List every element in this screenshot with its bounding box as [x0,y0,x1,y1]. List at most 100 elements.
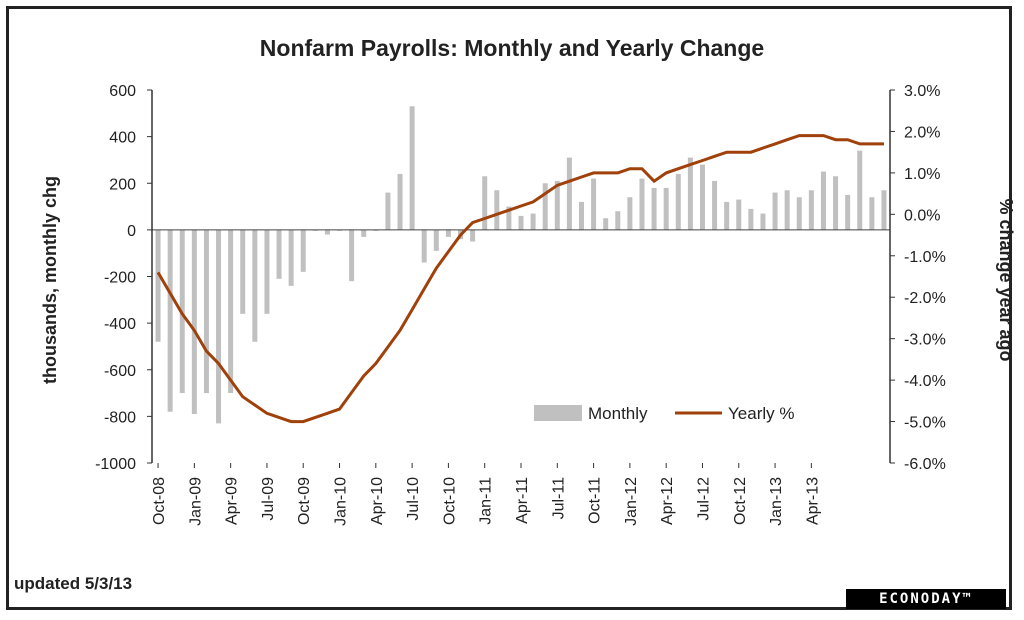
monthly-bar [216,229,222,424]
monthly-bar [724,201,730,230]
chart-frame [6,6,1012,610]
right-tick-label: -6.0% [904,456,946,473]
monthly-bar [191,229,197,415]
x-tick-label: Jul-12 [695,477,712,521]
right-tick-label: -4.0% [904,373,946,390]
monthly-bar [687,157,693,230]
chart-title: Nonfarm Payrolls: Monthly and Yearly Cha… [260,35,764,61]
econoday-logo: ECONODAY™ [846,589,1006,609]
x-tick-label: Apr-11 [514,477,531,524]
monthly-bar [833,176,839,230]
x-tick-label: Apr-09 [224,477,241,525]
x-tick-label: Oct-11 [587,477,604,524]
monthly-bar [760,213,766,230]
x-tick-label: Apr-10 [369,477,386,525]
monthly-bar [784,190,790,230]
monthly-bar [240,229,246,314]
right-tick-label: -5.0% [904,415,946,432]
monthly-bar [627,197,633,230]
x-axis-ticks: Oct-08 Jan-09 Apr-09 Jul-09 Oct-09 Jan-10 Apr-… [151,463,821,526]
right-axis-ticks: 3.0% 2.0% 1.0% 0.0% -1.0% -2.0% -3.0% -4.0% -5.0… [890,83,946,473]
monthly-bar [203,229,209,394]
monthly-bar [530,213,536,230]
left-tick-label: -1000 [95,456,136,473]
monthly-bar [349,229,355,282]
monthly-bar [554,180,560,230]
monthly-bar [276,229,282,279]
left-tick-label: 400 [109,130,136,147]
monthly-bar [324,229,330,235]
x-tick-label: Oct-10 [441,477,458,525]
monthly-bar [445,229,451,237]
left-tick-label: -400 [104,316,136,333]
x-tick-label: Jul-09 [260,477,277,521]
right-tick-label: 2.0% [904,124,940,141]
monthly-bar [736,199,742,230]
x-tick-label: Apr-13 [804,477,821,525]
monthly-bar [167,229,173,412]
monthly-bar [421,229,427,263]
monthly-bar [433,229,439,251]
monthly-bar [494,190,500,230]
monthly-bar [385,192,391,230]
monthly-bar [288,229,294,286]
right-axis-label: % change year ago [996,198,1016,361]
monthly-bar [881,190,887,230]
monthly-bar [409,106,415,230]
monthly-bar [857,150,863,230]
monthly-bar [675,173,681,230]
x-tick-label: Jan-09 [187,477,204,526]
monthly-bar [542,183,548,230]
left-tick-label: -800 [104,409,136,426]
monthly-bar [252,229,258,342]
right-tick-label: -1.0% [904,249,946,266]
monthly-bar [228,229,234,394]
x-tick-label: Jan-10 [333,477,350,526]
monthly-bar [820,171,826,230]
monthly-bar [845,194,851,230]
monthly-bar [663,187,669,230]
monthly-bar [264,229,270,314]
right-tick-label: 3.0% [904,83,940,100]
left-tick-label: -600 [104,363,136,380]
left-tick-label: 200 [109,176,136,193]
x-tick-label: Jan-12 [623,477,640,526]
monthly-bar [506,206,512,230]
yearly-line [156,134,884,424]
monthly-bar [155,229,161,342]
monthly-bar [796,197,802,230]
x-tick-label: Oct-12 [732,477,749,525]
monthly-bar [639,178,645,230]
x-tick-label: Jan-13 [768,477,785,526]
legend: Monthly Yearly % [534,404,794,423]
monthly-bar [603,218,609,230]
left-axis-label: thousands, monthly chg [40,176,60,384]
x-tick-label: Oct-08 [151,477,168,525]
right-tick-label: -3.0% [904,332,946,349]
bar-series [155,106,887,424]
x-tick-label: Apr-12 [659,477,676,525]
monthly-bar [397,173,403,230]
monthly-bar [578,201,584,230]
monthly-bar [566,157,572,230]
monthly-bar [470,229,476,242]
left-tick-label: 0 [127,223,136,240]
updated-note: updated 5/3/13 [14,574,133,593]
left-axis-ticks: 600 400 200 0 -200 -400 -600 -800 -1000 [95,83,152,473]
monthly-bar [300,229,306,272]
monthly-bar [482,176,488,230]
right-tick-label: 1.0% [904,166,940,183]
monthly-bar [808,190,814,230]
monthly-bar [518,215,524,230]
right-tick-label: 0.0% [904,207,940,224]
monthly-bar [772,192,778,230]
monthly-bar [712,180,718,230]
monthly-bar [361,229,367,237]
x-tick-label: Oct-09 [296,477,313,525]
legend-monthly-label: Monthly [588,404,648,423]
monthly-bar [651,187,657,230]
monthly-bar [591,178,597,230]
monthly-bar [748,208,754,230]
monthly-bar [869,197,875,230]
